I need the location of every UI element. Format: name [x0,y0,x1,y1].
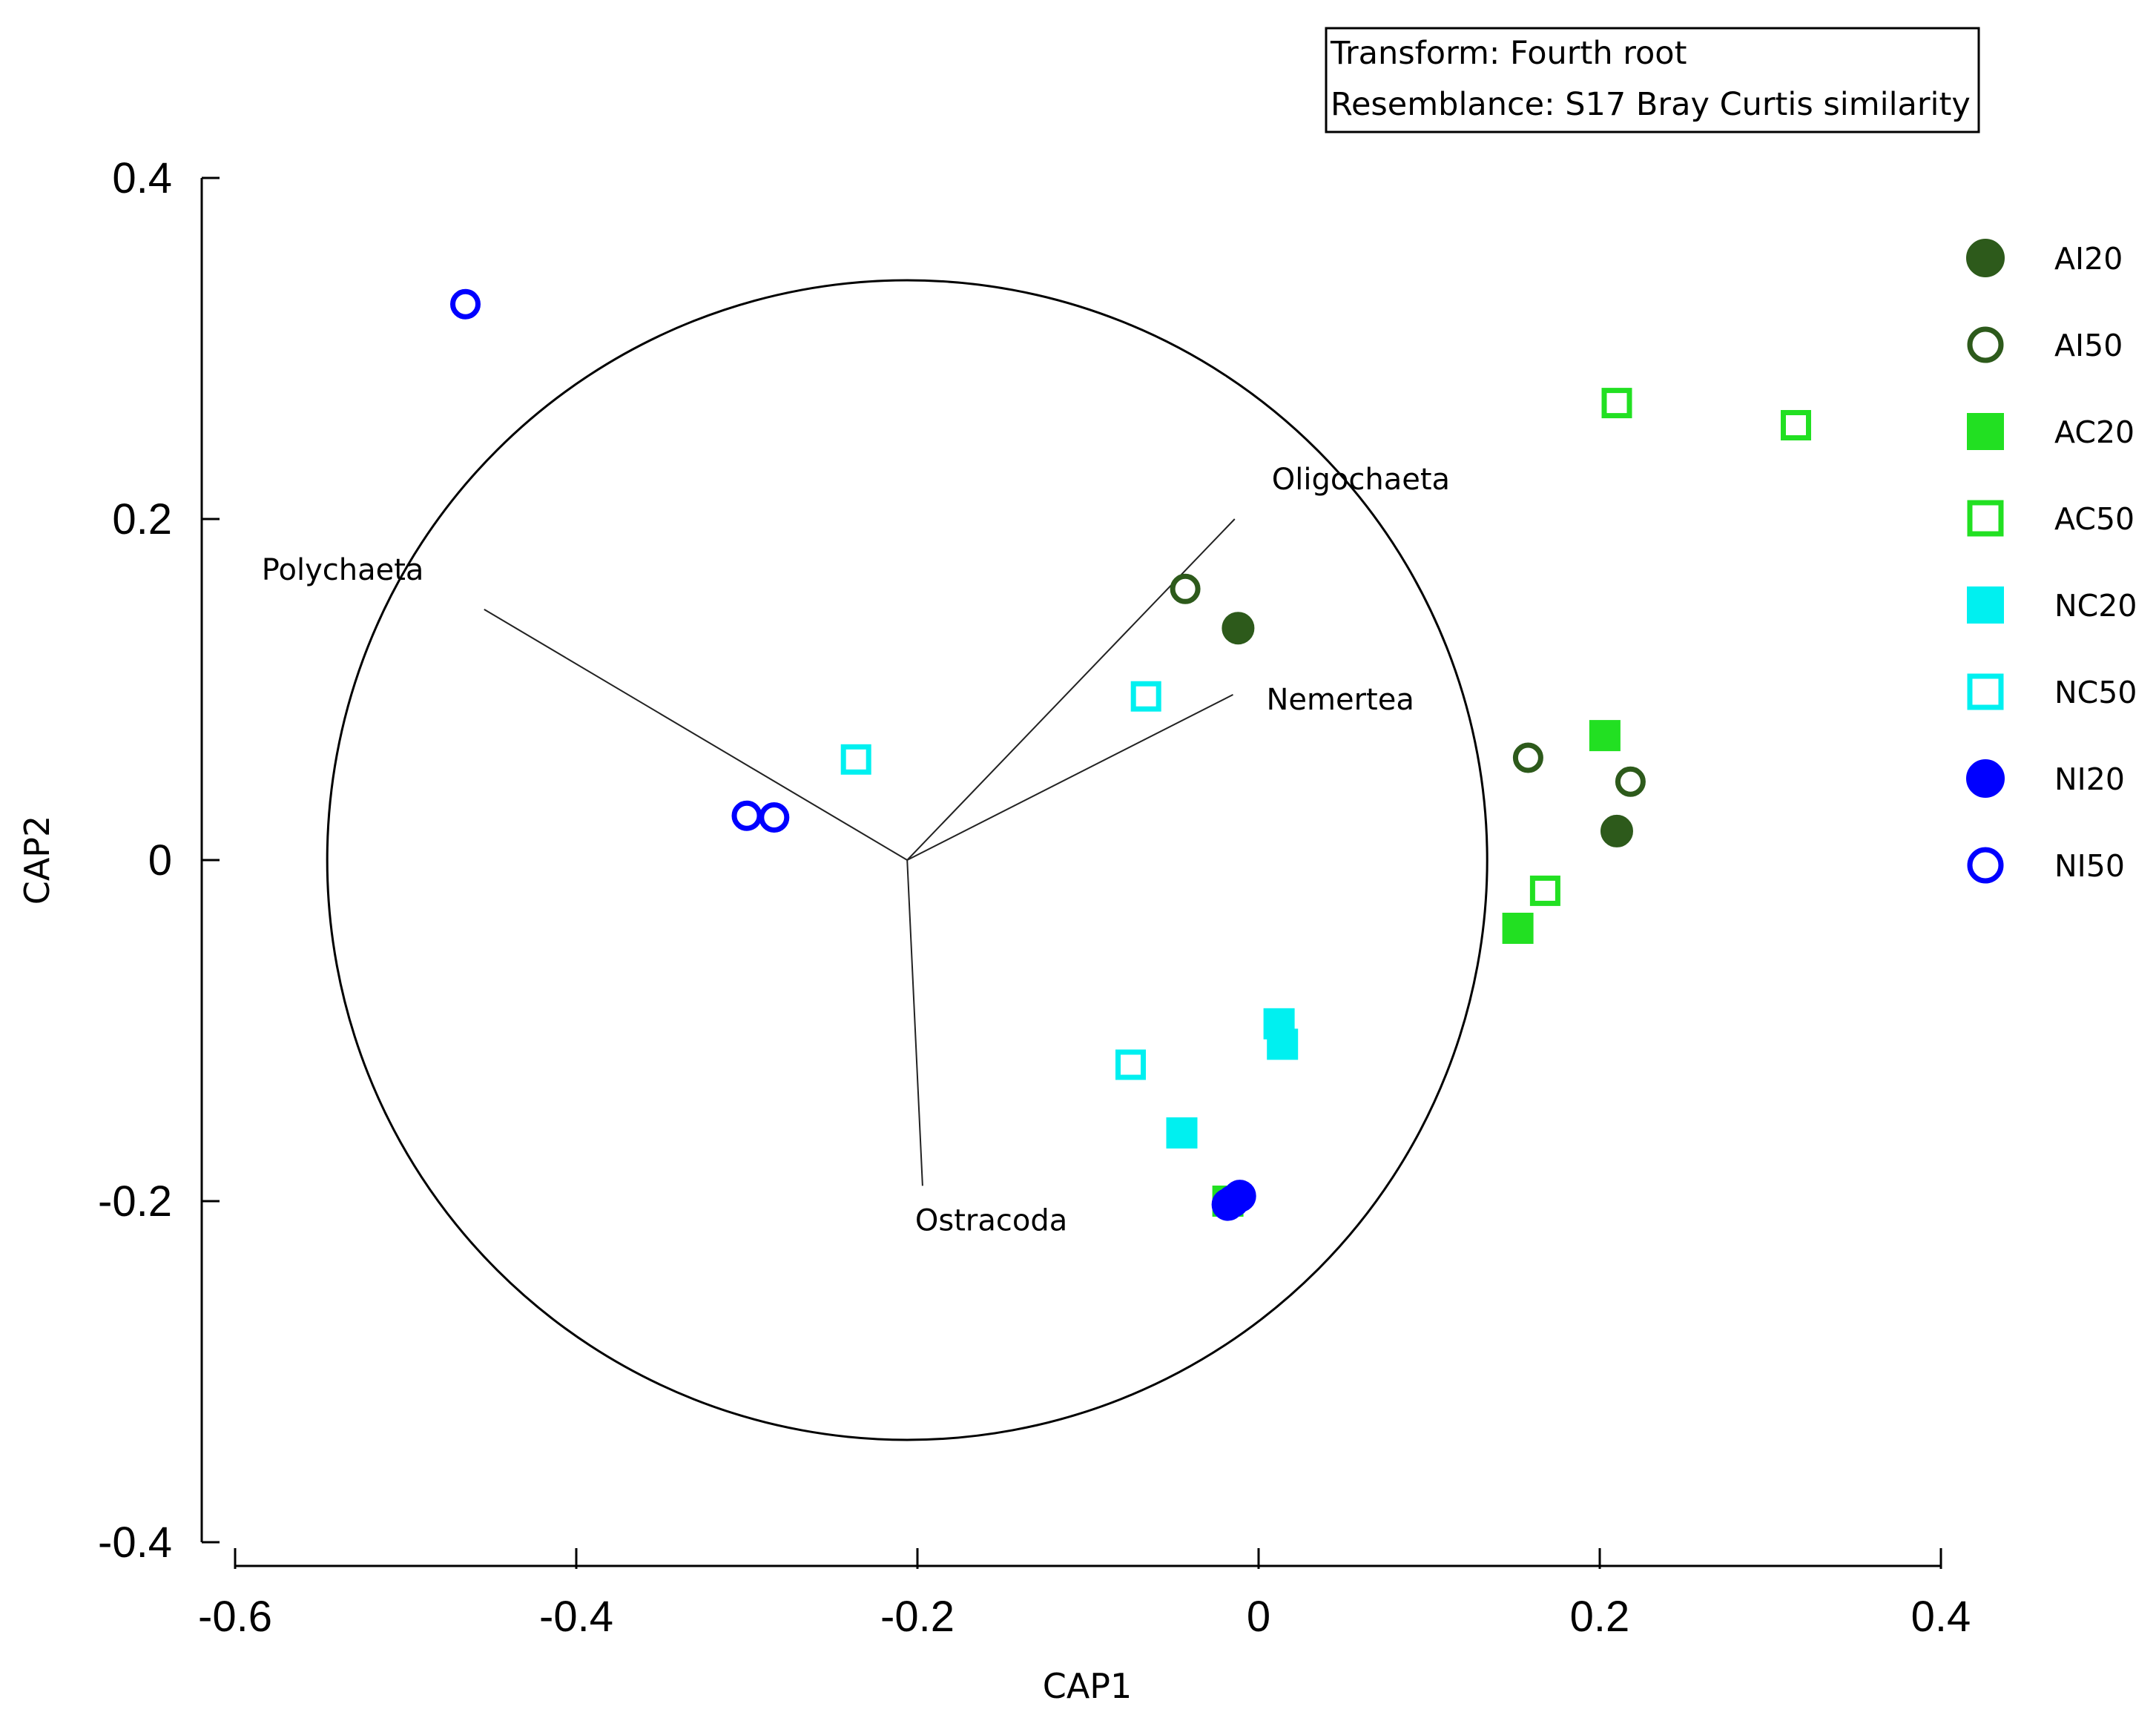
legend-label: NC20 [2054,588,2137,624]
data-point-nc50 [1130,681,1161,712]
x-tick-label: 0.4 [1911,1593,1971,1641]
info-box: Transform: Fourth root Resemblance: S17 … [1325,27,1980,133]
data-point-ni50 [731,800,762,831]
vector-label: Oligochaeta [1272,463,1450,497]
data-point-nc50 [840,744,871,775]
y-axis-title: CAP2 [17,816,57,905]
y-tick-label: 0.2 [112,495,172,543]
vector-line [484,609,908,861]
data-point-ac20 [1589,720,1621,752]
vector-label: Ostracoda [915,1203,1067,1237]
legend-marker-nc50 [1967,673,2004,710]
x-axis: -0.6 -0.4 -0.2 0 0.2 0.4 [198,1548,1971,1641]
data-point-ai50 [1512,742,1543,773]
legend-label: AI20 [2054,241,2123,277]
vector-line [906,694,1233,861]
y-tick-label: -0.4 [98,1518,172,1567]
vector-label: Polychaeta [262,553,424,587]
data-point-ai50 [1615,766,1646,797]
data-point-ai20 [1222,612,1255,645]
legend: AI20 AI50 AC20 AC50 NC20 NC50 NI20 NI50 [1966,239,2137,884]
data-point-ni50 [759,802,790,833]
correlation-circle [326,279,1489,1441]
data-point-ac50 [1781,410,1811,440]
legend-label: AC50 [2054,501,2134,537]
data-point-nc50 [1115,1049,1146,1080]
legend-label: AC20 [2054,414,2134,450]
y-axis: 0.4 0.2 0 -0.2 -0.4 [98,154,220,1567]
data-point-nc20 [1166,1117,1198,1149]
info-box-frame [1325,27,1980,133]
x-axis-title: CAP1 [1043,1666,1133,1706]
legend-label: AI50 [2054,328,2123,363]
data-point-ai20 [1600,814,1633,847]
legend-marker-ac50 [1967,500,2004,537]
x-tick-label: 0.2 [1570,1593,1630,1641]
y-tick-label: 0.4 [112,154,172,202]
legend-label: NI50 [2054,848,2125,884]
legend-marker-nc20 [1967,586,2004,624]
data-point-ac50 [1601,388,1632,419]
legend-marker-ac20 [1967,413,2004,450]
legend-marker-ai50 [1967,326,2004,363]
x-tick-label: -0.4 [539,1593,613,1641]
x-tick-label: 0 [1247,1593,1270,1641]
y-tick-label: -0.2 [98,1177,172,1226]
info-transform-text: Transform: Fourth root [1330,35,1687,72]
vector-label: Nemertea [1267,683,1414,717]
legend-label: NC50 [2054,675,2137,710]
x-tick-label: -0.2 [880,1593,955,1641]
legend-label: NI20 [2054,761,2125,797]
legend-marker-ai20 [1966,239,2005,277]
data-point-ni50 [450,288,481,320]
data-point-ac50 [1529,875,1560,906]
legend-marker-ni50 [1967,847,2004,884]
info-resemblance-text: Resemblance: S17 Bray Curtis similarity [1331,86,1971,123]
vector-line [906,518,1236,861]
vector-line [906,859,923,1186]
y-tick-label: 0 [148,836,172,885]
legend-marker-ni20 [1966,759,2005,798]
data-point-ni20 [1223,1180,1256,1213]
data-point-nc20 [1267,1028,1299,1060]
data-point-ai50 [1170,573,1201,604]
data-point-ac20 [1502,913,1534,944]
plot-area: Polychaeta Oligochaeta Nemertea Ostracoda [262,279,1811,1441]
x-tick-label: -0.6 [198,1593,272,1641]
